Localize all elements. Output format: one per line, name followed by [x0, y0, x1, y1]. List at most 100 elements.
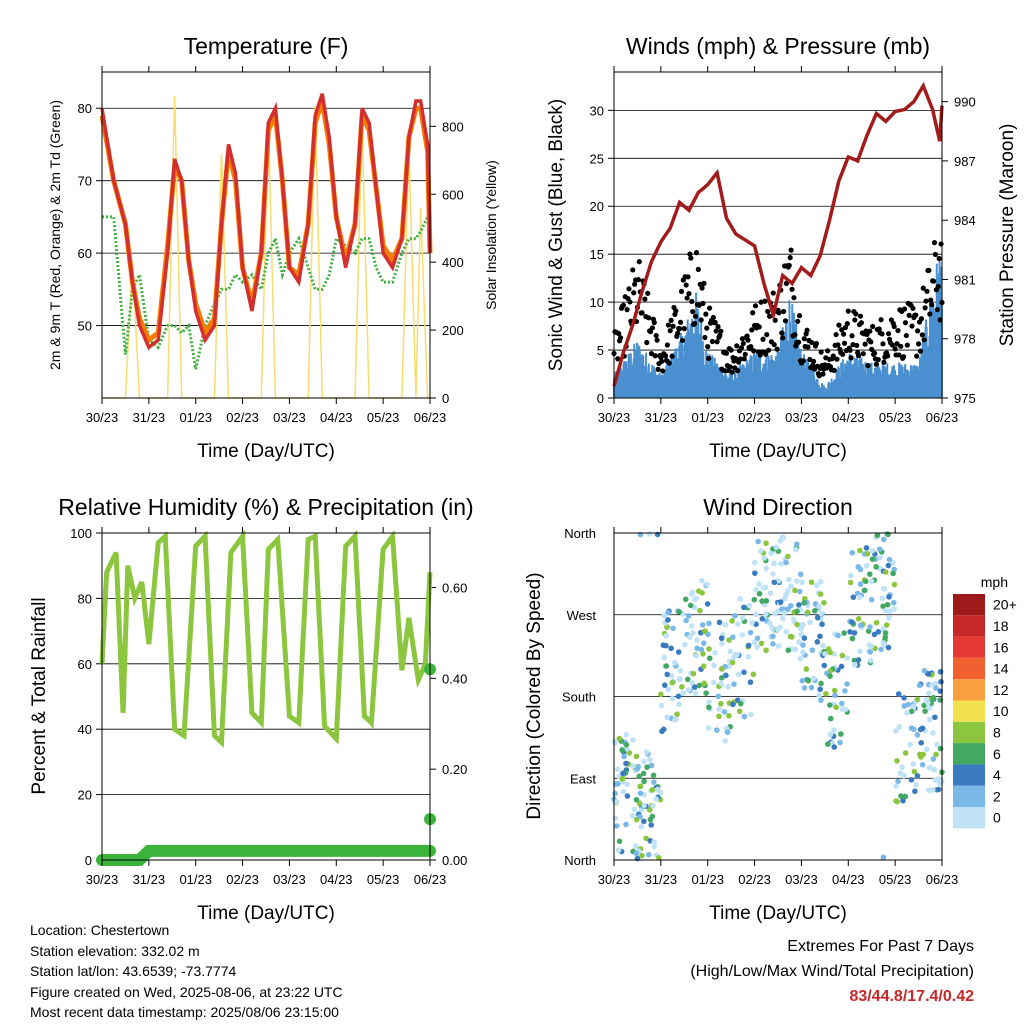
gust-point [836, 322, 842, 328]
gust-point [830, 353, 836, 359]
direction-point [613, 799, 619, 805]
direction-point [912, 788, 918, 795]
direction-point [863, 545, 870, 551]
gust-point [620, 302, 626, 308]
direction-point [797, 588, 803, 595]
extremes-values: 83/44.8/17.4/0.42 [849, 988, 974, 1005]
gust-point [928, 297, 934, 303]
y-tick-label: 20 [590, 199, 604, 214]
direction-point [745, 642, 752, 649]
direction-point [632, 843, 639, 849]
elevation-text: Station elevation: 332.02 m [30, 942, 200, 959]
direction-point [880, 640, 887, 646]
direction-point [841, 630, 847, 636]
x-tick-label: 05/23 [367, 410, 400, 425]
direction-point [895, 778, 901, 785]
x-tick-label: 30/23 [598, 410, 631, 425]
y-tick-label: 80 [78, 591, 92, 606]
direction-point [760, 585, 767, 591]
direction-point [807, 619, 813, 626]
gust-point [645, 290, 651, 296]
direction-point [761, 555, 768, 561]
gust-point [647, 329, 654, 335]
direction-point [918, 740, 924, 746]
direction-point [612, 740, 618, 746]
y-tick-label: 10 [590, 295, 604, 310]
direction-point [638, 823, 645, 830]
direction-point [856, 594, 863, 601]
direction-point [919, 725, 926, 732]
direction-point [739, 632, 746, 638]
direction-point [867, 657, 874, 664]
gust-point [749, 327, 755, 333]
gust-point [665, 322, 671, 328]
gust-point [860, 351, 866, 357]
gust-point [744, 333, 750, 339]
direction-point [702, 628, 708, 634]
gust-point [684, 295, 690, 301]
y2-tick-label: 0.60 [442, 581, 467, 596]
direction-point [775, 643, 782, 649]
direction-point [801, 685, 808, 691]
direction-point [876, 546, 883, 553]
gust-point [718, 328, 724, 334]
direction-point [651, 839, 657, 846]
x-axis-label-4: Time (Day/UTC) [709, 903, 847, 924]
direction-point [838, 731, 844, 737]
direction-point [800, 642, 806, 648]
direction-point [613, 823, 620, 829]
legend-swatch [953, 785, 985, 807]
direction-point [623, 746, 630, 752]
gust-point [840, 351, 846, 357]
gust-point [737, 356, 744, 362]
direction-point [650, 772, 657, 779]
gust-point [655, 366, 661, 372]
direction-point [930, 756, 937, 762]
gust-point [786, 262, 792, 269]
gust-point [616, 330, 622, 337]
gust-point [929, 302, 935, 308]
direction-point [751, 559, 758, 566]
direction-point [663, 633, 669, 639]
legend-swatch [953, 636, 985, 658]
direction-point [898, 793, 904, 799]
series-pressure [612, 81, 944, 387]
direction-point [883, 622, 890, 628]
y2-tick-label: 0 [442, 391, 449, 406]
direction-point [732, 613, 738, 619]
gust-point [873, 361, 880, 367]
direction-point [737, 700, 744, 707]
gust-point [689, 298, 695, 305]
created-text: Figure created on Wed, 2025-08-06, at 23… [30, 983, 343, 1000]
direction-point [633, 796, 640, 803]
direction-point [882, 634, 889, 641]
direction-point [832, 692, 838, 699]
direction-point [783, 591, 789, 598]
direction-point [831, 744, 838, 750]
direction-point [646, 531, 653, 537]
x-tick-label: 05/23 [879, 410, 912, 425]
direction-point [620, 770, 626, 777]
gust-point [776, 310, 782, 316]
direction-point [653, 796, 659, 802]
direction-point [785, 647, 792, 654]
direction-point [675, 693, 682, 700]
direction-point [792, 646, 799, 653]
direction-point [926, 764, 933, 771]
plot-frame-4 [613, 532, 943, 861]
direction-point [694, 637, 700, 643]
gust-point [805, 344, 811, 350]
direction-point [664, 671, 671, 678]
gust-point [917, 348, 924, 354]
gust-point [804, 327, 810, 333]
direction-point [741, 604, 747, 611]
direction-point [731, 681, 737, 687]
gust-point [833, 331, 839, 338]
x-tick-label: 30/23 [598, 872, 631, 887]
direction-point [797, 655, 804, 662]
gust-point [796, 313, 803, 319]
direction-point [682, 641, 688, 648]
direction-point [658, 691, 664, 698]
direction-point [799, 579, 805, 586]
